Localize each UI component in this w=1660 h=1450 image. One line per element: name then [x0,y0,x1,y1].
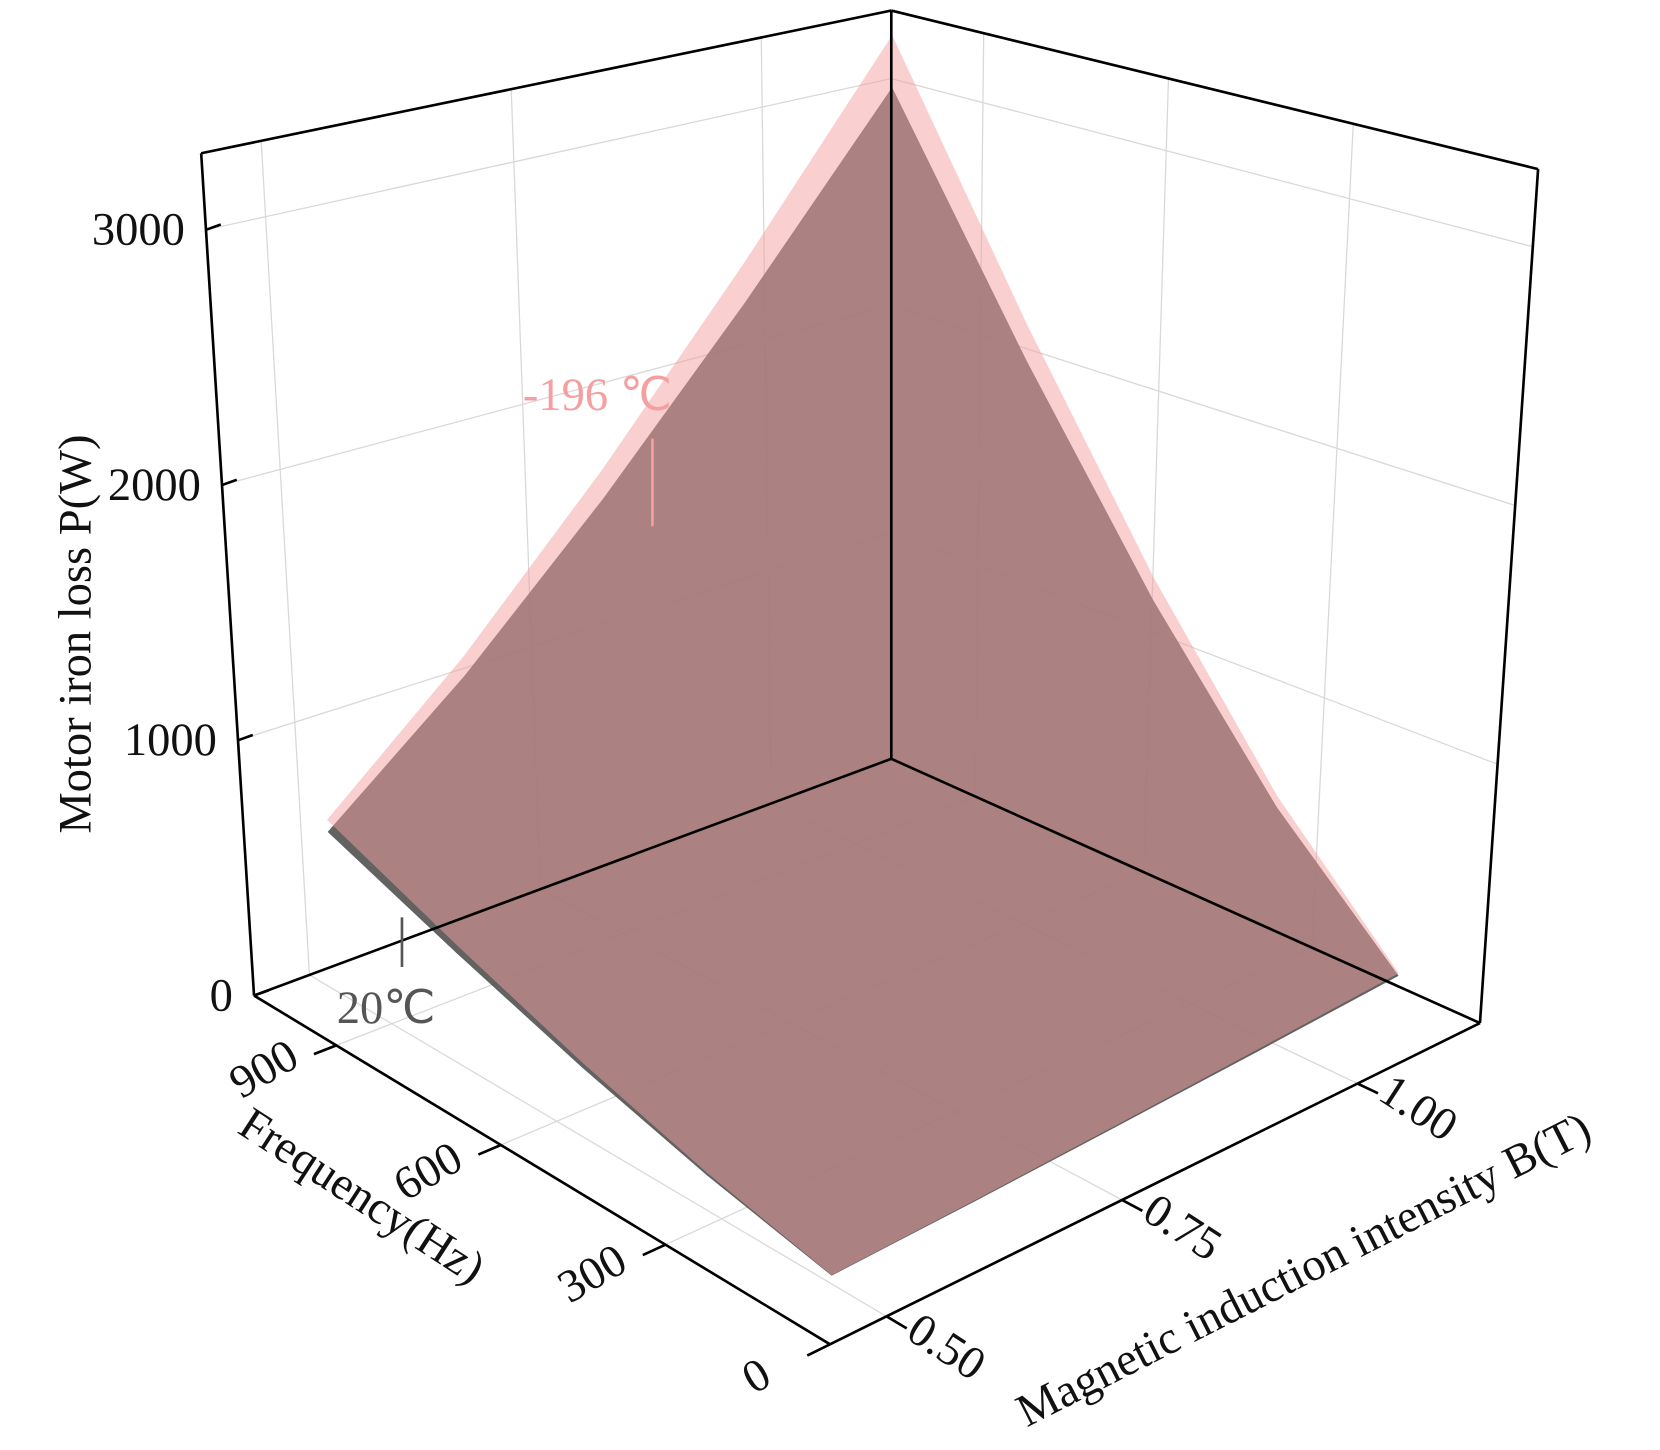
x-tick-label: 900 [221,1030,307,1109]
tick-mark [221,478,238,487]
surface-cell [707,1084,974,1276]
axis-line [890,757,1481,1025]
x-axis-title: Frequency(Hz) [230,1098,494,1294]
z-tick-label: 3000 [92,205,185,256]
tick-mark [885,1315,908,1330]
tick-mark [477,1143,502,1156]
axis-line [890,9,1539,171]
z-axis-title: Motor iron loss P(W) [50,435,101,834]
y-tick-label: 0.50 [898,1304,994,1391]
grid-line [1311,123,1354,948]
x-tick-label: 300 [549,1235,635,1314]
axis-line [1478,169,1540,1024]
z-tick-label: 0 [210,970,233,1021]
tick-mark [1356,1082,1379,1095]
z-tick-label: 2000 [108,460,201,511]
grid-line [205,77,892,231]
axis-line [200,9,892,155]
grid-line [260,140,311,976]
series-label: 20℃ [337,983,436,1034]
tick-mark [205,223,222,232]
grid-line [891,77,1533,248]
axis-line [253,757,892,997]
tick-mark [253,989,270,997]
tick-mark [237,733,254,742]
y-tick-label: 1.00 [1370,1065,1466,1152]
y-tick-label: 0.75 [1134,1184,1230,1271]
axis-line [199,153,256,996]
axis-line [253,994,831,1346]
tick-mark [642,1243,666,1257]
tick-mark [313,1044,337,1056]
tick-mark [806,1343,831,1357]
tick-mark [1121,1198,1143,1213]
surface [327,35,1399,1276]
surfaces [327,35,1399,1276]
axis-line [829,1021,1481,1346]
series-label: -196 ℃ [523,370,672,421]
grid-line [309,974,887,1317]
y-axis-title: Magnetic induction intensity B(T) [1009,1103,1599,1437]
x-tick-label: 0 [734,1348,780,1404]
z-tick-label: 1000 [124,715,217,766]
